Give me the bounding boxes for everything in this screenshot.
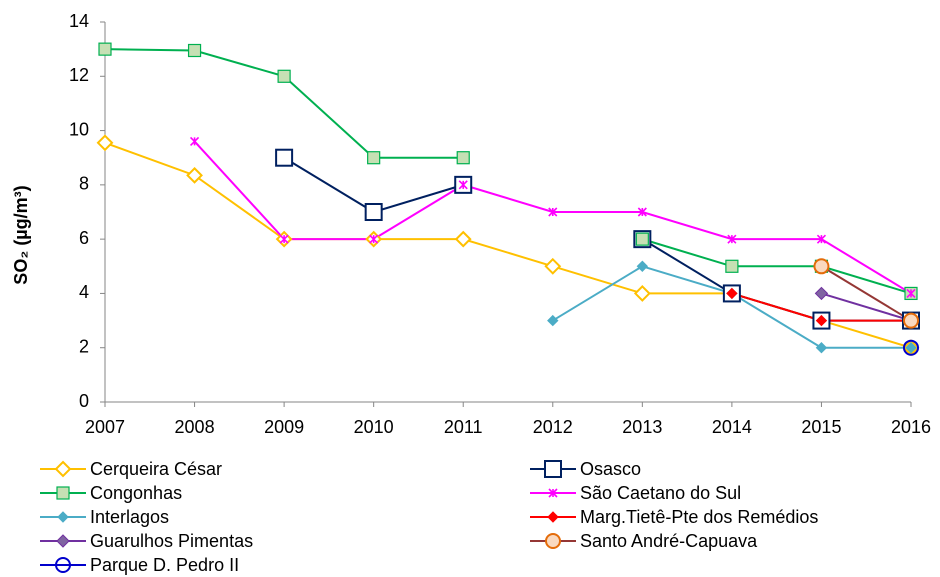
marker xyxy=(903,339,919,356)
marker xyxy=(277,69,291,83)
x-tick-label: 2014 xyxy=(712,417,752,437)
marker xyxy=(636,260,649,272)
x-tick-label: 2008 xyxy=(175,417,215,437)
series-line xyxy=(104,48,912,295)
legend-entry: Interlagos xyxy=(40,507,169,527)
marker xyxy=(56,486,70,500)
marker xyxy=(548,207,558,217)
y-axis-label: SO₂ (µg/m³) xyxy=(11,185,31,284)
x-tick-label: 2010 xyxy=(354,417,394,437)
x-tick-label: 2015 xyxy=(801,417,841,437)
x-tick-label: 2012 xyxy=(533,417,573,437)
x-tick-label: 2007 xyxy=(85,417,125,437)
marker xyxy=(458,180,468,190)
y-tick-label: 8 xyxy=(79,174,89,194)
marker xyxy=(367,151,381,165)
legend-label: Santo André-Capuava xyxy=(580,531,758,551)
marker xyxy=(96,134,114,152)
marker xyxy=(637,207,647,217)
marker xyxy=(814,286,829,301)
series-line xyxy=(820,265,912,322)
marker xyxy=(725,259,739,273)
marker xyxy=(275,148,294,167)
marker xyxy=(547,314,559,327)
marker xyxy=(905,342,917,354)
legend-label: Cerqueira César xyxy=(90,459,222,479)
legend-entry: Congonhas xyxy=(40,483,182,503)
marker xyxy=(98,42,112,56)
legend-entry: Osasco xyxy=(530,459,641,479)
marker xyxy=(547,511,559,523)
marker xyxy=(456,151,470,165)
y-tick-label: 6 xyxy=(79,228,89,248)
series-line xyxy=(821,292,912,322)
legend-label: Congonhas xyxy=(90,483,182,503)
y-tick-label: 0 xyxy=(79,391,89,411)
legend-label: São Caetano do Sul xyxy=(580,483,741,503)
marker xyxy=(548,488,558,498)
marker xyxy=(635,232,649,246)
x-tick-label: 2013 xyxy=(622,417,662,437)
marker xyxy=(815,342,828,354)
marker xyxy=(364,203,383,221)
marker xyxy=(279,234,289,244)
legend-entry: São Caetano do Sul xyxy=(530,483,741,503)
marker xyxy=(544,460,562,478)
marker xyxy=(189,136,200,146)
y-tick-label: 4 xyxy=(79,282,89,302)
legend-entry: Marg.Tietê-Pte dos Remédios xyxy=(530,507,818,527)
legend-label: Marg.Tietê-Pte dos Remédios xyxy=(580,507,818,527)
y-tick-label: 14 xyxy=(69,11,89,31)
marker xyxy=(816,234,827,244)
legend-label: Parque D. Pedro II xyxy=(90,555,239,575)
marker xyxy=(54,460,72,478)
series-line xyxy=(104,141,912,349)
legend-label: Osasco xyxy=(580,459,641,479)
marker xyxy=(56,534,70,548)
marker xyxy=(727,234,737,244)
series-line xyxy=(552,265,911,349)
legend-label: Interlagos xyxy=(90,507,169,527)
marker xyxy=(454,230,472,248)
marker xyxy=(187,43,202,58)
legend-entry: Santo André-Capuava xyxy=(530,531,758,551)
marker xyxy=(545,533,561,549)
legend-entry: Guarulhos Pimentas xyxy=(40,531,253,551)
marker xyxy=(726,287,738,300)
x-tick-label: 2016 xyxy=(891,417,931,437)
marker xyxy=(544,257,562,275)
x-tick-label: 2011 xyxy=(444,417,483,437)
x-tick-label: 2009 xyxy=(264,417,304,437)
marker xyxy=(186,166,203,184)
marker xyxy=(57,511,69,523)
marker xyxy=(815,314,828,327)
marker xyxy=(813,258,830,275)
marker xyxy=(903,312,919,329)
y-tick-label: 10 xyxy=(69,119,89,139)
marker xyxy=(369,234,379,244)
marker xyxy=(55,557,71,573)
marker xyxy=(633,285,651,302)
legend-entry: Cerqueira César xyxy=(40,459,222,479)
y-tick-label: 2 xyxy=(79,336,89,356)
marker xyxy=(906,288,916,298)
legend-entry: Parque D. Pedro II xyxy=(40,555,239,575)
legend-label: Guarulhos Pimentas xyxy=(90,531,253,551)
y-tick-label: 12 xyxy=(69,65,89,85)
